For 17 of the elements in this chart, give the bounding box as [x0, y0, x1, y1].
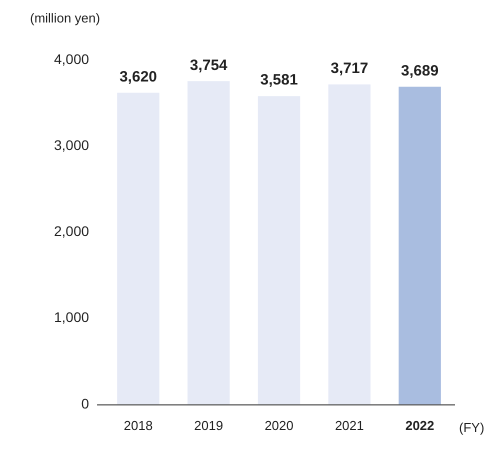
- y-axis-title: (million yen): [30, 10, 100, 26]
- x-tick-label: 2019: [194, 418, 224, 433]
- x-axis-title: (FY): [459, 420, 484, 435]
- x-tick-label: 2021: [334, 418, 364, 433]
- data-label: 3,620: [119, 68, 158, 86]
- y-tick-label: 0: [81, 395, 90, 412]
- y-tick-label: 3,000: [54, 136, 90, 153]
- data-label: 3,689: [401, 62, 439, 80]
- x-tick-label: 2020: [264, 418, 294, 433]
- y-tick-label: 4,000: [54, 50, 90, 67]
- y-tick-label: 1,000: [54, 309, 90, 326]
- x-tick-label: 2018: [124, 418, 153, 433]
- data-label: 3,754: [190, 56, 228, 74]
- data-label: 3,717: [330, 60, 368, 78]
- data-label: 3,581: [260, 72, 298, 89]
- y-tick-label: 2,000: [54, 223, 90, 240]
- x-tick-label: 2022: [405, 418, 434, 433]
